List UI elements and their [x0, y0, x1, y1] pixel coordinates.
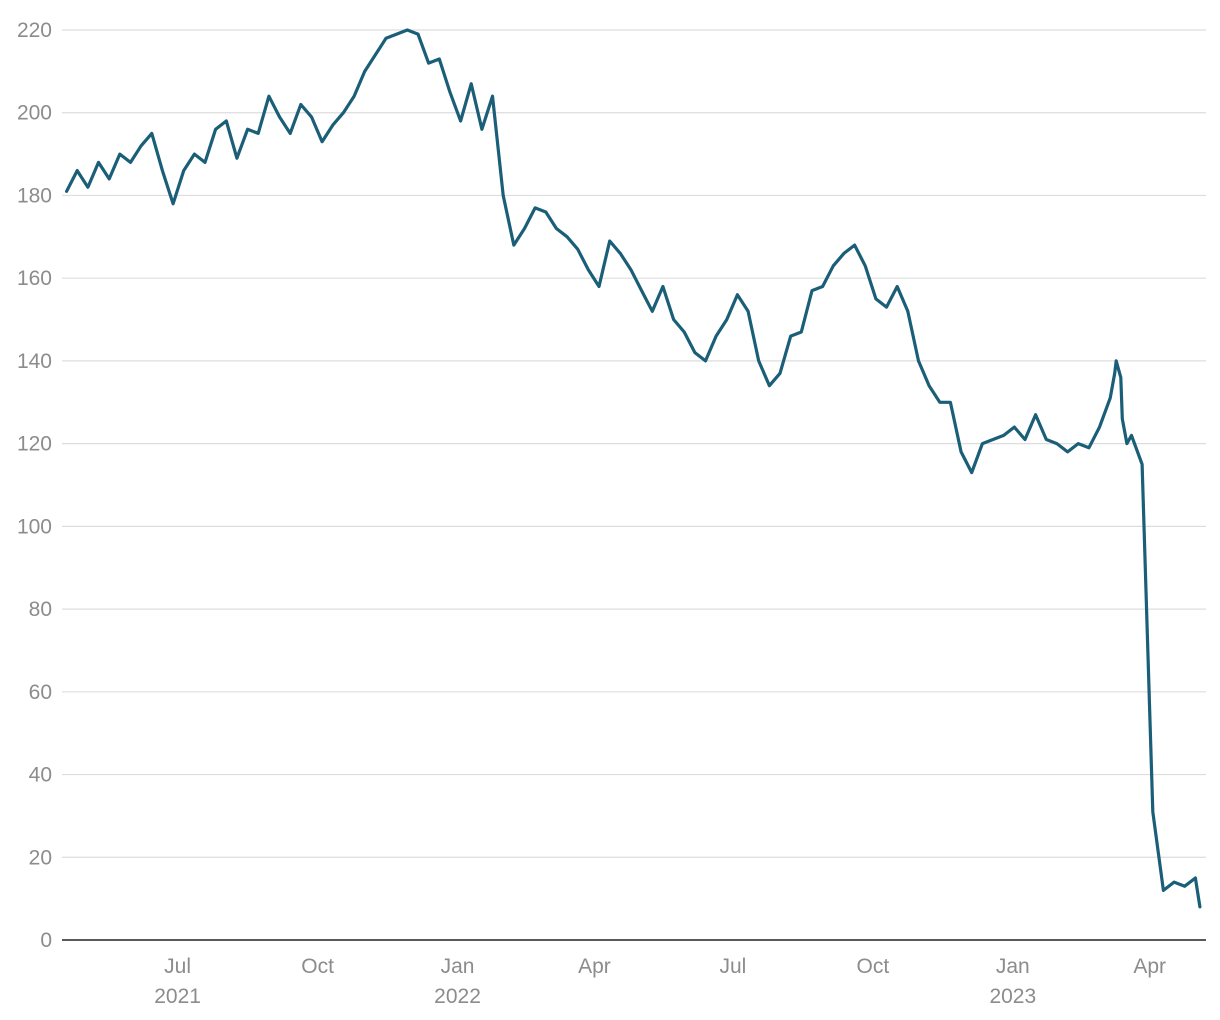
- x-tick-label: Apr: [578, 955, 611, 978]
- y-tick-label: 140: [17, 350, 52, 373]
- x-tick-label: Jul: [164, 955, 191, 978]
- y-tick-label: 40: [29, 764, 52, 787]
- x-tick-label: Oct: [301, 955, 334, 978]
- x-tick-year-label: 2021: [154, 985, 201, 1008]
- y-tick-label: 60: [29, 681, 52, 704]
- y-tick-label: 160: [17, 267, 52, 290]
- x-tick-label: Apr: [1133, 955, 1166, 978]
- x-axis-tick-labels: Jul 2021 Oct Jan 2022 Apr Jul Oct Jan 2023 Apr: [154, 955, 1166, 1008]
- y-tick-label: 100: [17, 515, 52, 538]
- series-line: [65, 28, 1202, 909]
- x-tick-label: Oct: [857, 955, 890, 978]
- y-tick-label: 180: [17, 184, 52, 207]
- y-tick-label: 80: [29, 598, 52, 621]
- y-tick-label: 200: [17, 102, 52, 125]
- y-tick-label: 220: [17, 19, 52, 42]
- y-axis-tick-labels: 0 20 40 60 80 100 120 140 160 180 200 220: [17, 19, 52, 952]
- y-tick-label: 20: [29, 846, 52, 869]
- x-tick-year-label: 2023: [989, 985, 1036, 1008]
- y-tick-label: 120: [17, 433, 52, 456]
- x-tick-label: Jul: [719, 955, 746, 978]
- y-gridlines: [62, 29, 1206, 858]
- x-tick-label: Jan: [996, 955, 1030, 978]
- x-tick-label: Jan: [441, 955, 475, 978]
- x-tick-year-label: 2022: [434, 985, 481, 1008]
- y-tick-label: 0: [40, 929, 52, 952]
